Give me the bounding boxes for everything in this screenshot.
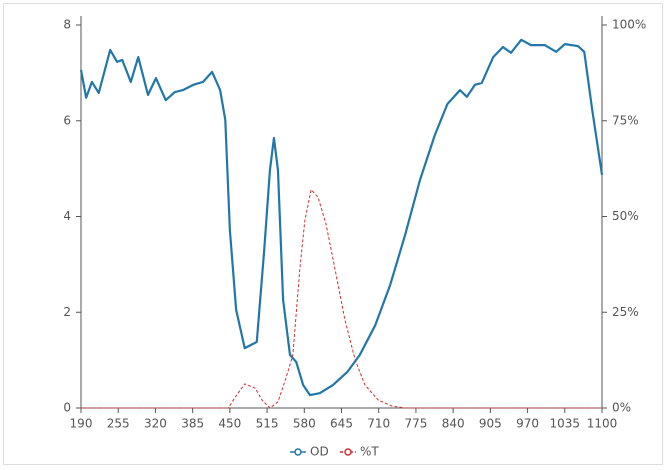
x-tick-label: 515 (256, 417, 279, 431)
y-tick-label: 8 (63, 18, 71, 32)
y2-tick-label: 100% (612, 18, 646, 32)
x-tick-label: 580 (293, 417, 316, 431)
y-tick-label: 2 (63, 305, 71, 319)
y-tick-label: 4 (63, 209, 71, 223)
x-tick-label: 1035 (550, 417, 581, 431)
x-tick-label: 645 (330, 417, 353, 431)
x-tick-label: 255 (107, 417, 130, 431)
series-line (81, 189, 602, 409)
y2-tick-label: 0% (612, 401, 631, 415)
x-tick-label: 710 (367, 417, 390, 431)
legend-label: %T (360, 445, 379, 459)
x-tick-label: 450 (218, 417, 241, 431)
y-tick-label: 6 (63, 113, 71, 127)
series-line (79, 38, 604, 397)
x-tick-label: 775 (404, 417, 427, 431)
x-tick-label: 190 (70, 417, 93, 431)
y2-tick-label: 50% (612, 209, 639, 223)
x-tick-label: 320 (144, 417, 167, 431)
legend-label: OD (310, 445, 329, 459)
legend-marker (344, 448, 352, 456)
x-tick-label: 970 (516, 417, 539, 431)
x-tick-label: 385 (181, 417, 204, 431)
chart-border (3, 3, 663, 465)
y-tick-label: 0 (63, 401, 71, 415)
x-tick-label: 1100 (587, 417, 618, 431)
x-tick-label: 840 (442, 417, 465, 431)
y2-tick-label: 25% (612, 305, 639, 319)
y2-tick-label: 75% (612, 113, 639, 127)
x-tick-label: 905 (479, 417, 502, 431)
legend-marker (294, 448, 302, 456)
